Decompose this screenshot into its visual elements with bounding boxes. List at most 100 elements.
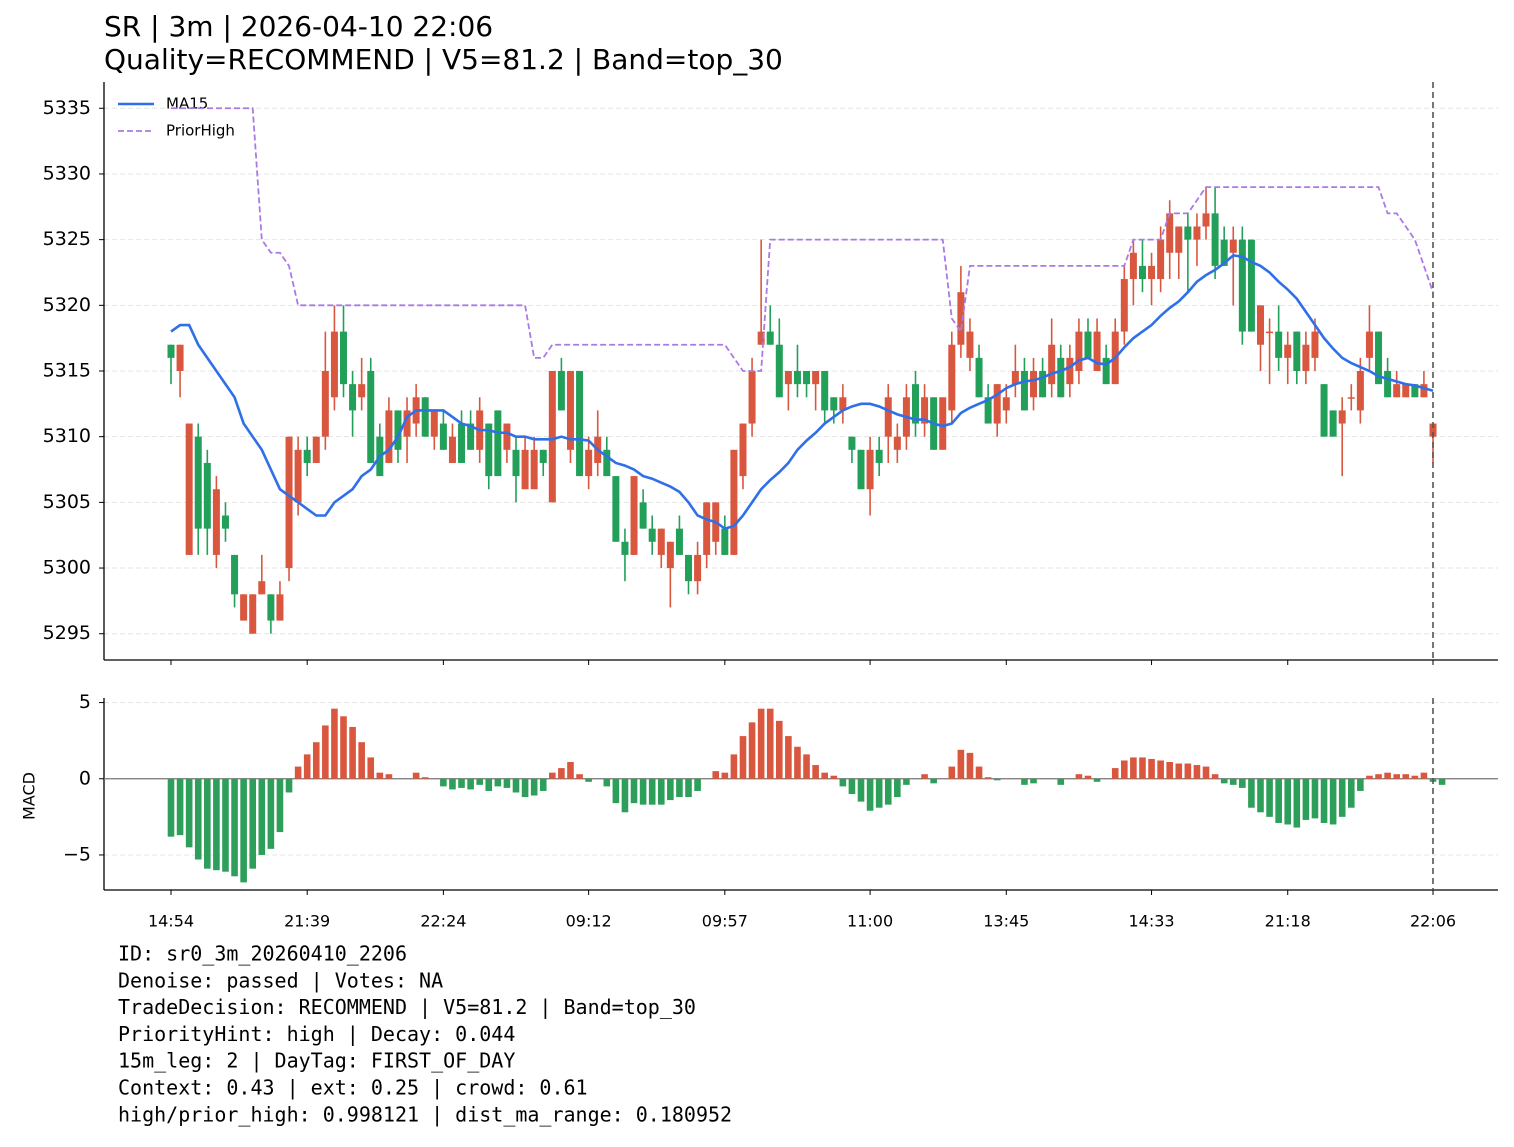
bar bbox=[530, 778, 538, 796]
bar bbox=[1184, 763, 1192, 779]
candle-body bbox=[194, 436, 202, 529]
bar bbox=[1239, 778, 1246, 788]
candle-body bbox=[1048, 344, 1056, 385]
bar bbox=[730, 754, 738, 779]
bar bbox=[1284, 778, 1292, 825]
candle-body bbox=[1320, 384, 1328, 437]
candle-body bbox=[485, 423, 493, 477]
candle-body bbox=[467, 423, 475, 450]
bar bbox=[621, 778, 629, 813]
bar bbox=[1093, 778, 1101, 782]
candle-body bbox=[231, 554, 239, 595]
candle-body bbox=[675, 528, 683, 555]
candle-body bbox=[321, 371, 329, 437]
bar bbox=[1193, 765, 1201, 779]
bar bbox=[167, 778, 175, 837]
candle-body bbox=[821, 371, 829, 411]
candle-body bbox=[993, 384, 1001, 424]
bar bbox=[712, 771, 720, 779]
candle-body bbox=[793, 371, 801, 385]
bar bbox=[367, 757, 375, 779]
bar bbox=[303, 754, 311, 779]
candle-body bbox=[1402, 384, 1410, 398]
candle-body bbox=[739, 423, 747, 477]
candle-body bbox=[1411, 384, 1419, 398]
bar bbox=[812, 765, 819, 779]
candle-body bbox=[1211, 213, 1219, 266]
candle-body bbox=[1193, 226, 1201, 240]
candle-body bbox=[258, 581, 266, 595]
bar bbox=[385, 774, 393, 779]
candle-body bbox=[857, 449, 865, 490]
candle-body bbox=[1057, 357, 1065, 398]
bar bbox=[721, 772, 729, 779]
bar bbox=[1384, 772, 1391, 779]
candle-body bbox=[839, 397, 847, 411]
bar bbox=[1130, 757, 1137, 779]
bar bbox=[1347, 778, 1355, 808]
bar bbox=[376, 772, 384, 779]
candle-body bbox=[394, 410, 402, 450]
line-series bbox=[170, 254, 1434, 531]
candle-body bbox=[748, 371, 756, 424]
bar bbox=[667, 778, 674, 801]
bar bbox=[657, 778, 665, 805]
bar bbox=[1084, 775, 1092, 779]
candle-body bbox=[1066, 357, 1074, 385]
candle-body bbox=[349, 384, 357, 411]
candle-body bbox=[421, 397, 429, 437]
candle-body bbox=[848, 436, 856, 450]
x-tick-label: 21:39 bbox=[284, 912, 330, 931]
candle-body bbox=[249, 594, 257, 634]
bar bbox=[739, 736, 747, 779]
bar bbox=[894, 778, 901, 798]
bar bbox=[1202, 766, 1210, 779]
bar bbox=[176, 778, 184, 836]
info-line: high/prior_high: 0.998121 | dist_ma_rang… bbox=[118, 1102, 732, 1126]
candle-body bbox=[1429, 423, 1437, 437]
bar bbox=[839, 778, 847, 787]
candle-body bbox=[312, 436, 320, 463]
candle-body bbox=[1138, 265, 1146, 280]
bar bbox=[458, 778, 465, 788]
candle-body bbox=[548, 371, 556, 503]
candle-body bbox=[358, 384, 366, 398]
x-tick-label: 14:33 bbox=[1128, 912, 1174, 931]
candle-body bbox=[1256, 305, 1264, 345]
info-line: 15m_leg: 2 | DayTag: FIRST_OF_DAY bbox=[118, 1049, 515, 1073]
bar bbox=[694, 778, 701, 791]
candle-body bbox=[1302, 344, 1310, 371]
bar bbox=[412, 772, 420, 779]
bar bbox=[558, 768, 565, 779]
y-tick-label: 0 bbox=[79, 767, 91, 789]
candle-body bbox=[1393, 384, 1401, 398]
candle-body bbox=[1039, 371, 1047, 398]
info-line: Context: 0.43 | ext: 0.25 | crowd: 0.61 bbox=[118, 1076, 588, 1100]
candle-body bbox=[875, 449, 883, 463]
candle-body bbox=[1220, 239, 1228, 266]
candle-body bbox=[1275, 331, 1283, 358]
candle-body bbox=[639, 502, 647, 529]
candle-body bbox=[585, 449, 593, 477]
bar bbox=[1229, 778, 1237, 785]
candle-body bbox=[939, 397, 947, 450]
candle-body bbox=[1084, 331, 1092, 358]
candle-body bbox=[603, 449, 611, 477]
candle-body bbox=[1011, 371, 1019, 385]
candle-body bbox=[285, 436, 293, 569]
bar bbox=[984, 777, 992, 779]
bar bbox=[1311, 778, 1319, 819]
candle-body bbox=[1184, 226, 1192, 240]
candle-body bbox=[1148, 265, 1156, 280]
candle-body bbox=[340, 331, 348, 385]
bar bbox=[285, 778, 293, 793]
candle-body bbox=[276, 594, 284, 621]
y-tick-label: 5 bbox=[79, 691, 91, 713]
candle-body bbox=[694, 554, 702, 582]
candle-body bbox=[539, 449, 547, 463]
candle-body bbox=[975, 357, 983, 398]
y-tick-label: 5305 bbox=[43, 491, 91, 513]
bar bbox=[1021, 778, 1028, 785]
y-tick-label: 5315 bbox=[43, 360, 91, 382]
bar bbox=[639, 778, 647, 805]
